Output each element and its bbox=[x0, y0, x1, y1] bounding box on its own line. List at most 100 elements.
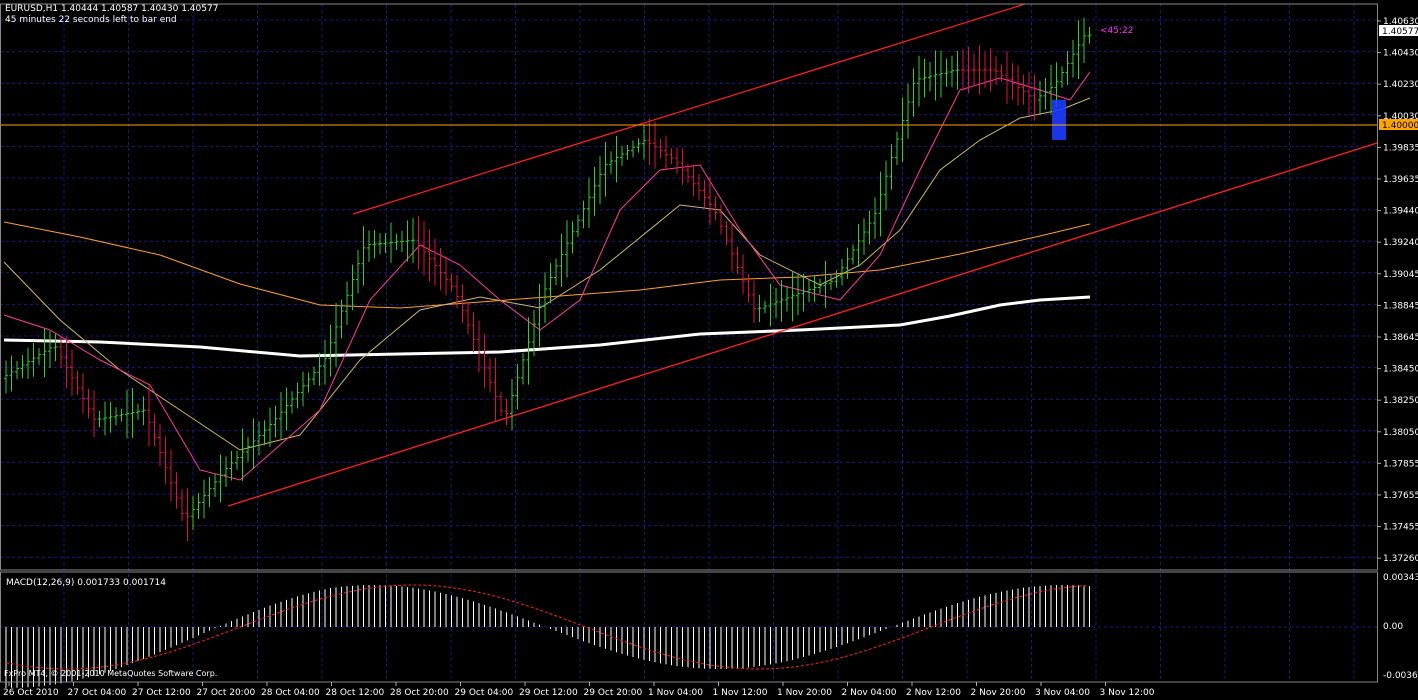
price-bar bbox=[933, 50, 938, 101]
price-bar bbox=[119, 408, 124, 422]
price-bar bbox=[818, 278, 822, 295]
price-bar bbox=[59, 336, 63, 368]
price-bar bbox=[1043, 77, 1048, 110]
price-tick: 1.39240 bbox=[1383, 238, 1418, 248]
price-bar bbox=[983, 52, 987, 88]
price-bar bbox=[389, 222, 393, 263]
price-bar bbox=[152, 413, 157, 447]
price-bar bbox=[323, 339, 327, 385]
price-bar bbox=[609, 151, 613, 174]
price-bar bbox=[917, 55, 921, 107]
price-tick: 1.38645 bbox=[1383, 333, 1418, 343]
ma-fast bbox=[3, 71, 1091, 481]
price-bar bbox=[675, 147, 679, 174]
price-bar bbox=[141, 396, 146, 426]
chart-frames bbox=[0, 3, 1378, 683]
price-bar bbox=[136, 403, 140, 420]
price-bar bbox=[37, 348, 41, 365]
price-bar bbox=[741, 254, 745, 295]
price-bar bbox=[708, 176, 712, 226]
price-bar bbox=[306, 372, 311, 393]
price-bar bbox=[801, 273, 806, 312]
price-bar bbox=[884, 160, 888, 211]
price-bar bbox=[279, 392, 283, 439]
price-bar bbox=[543, 272, 547, 323]
time-tick: 2 Nov 12:00 bbox=[906, 688, 961, 698]
price-bar bbox=[147, 386, 151, 447]
price-bar bbox=[911, 68, 916, 117]
price-bar bbox=[763, 300, 767, 314]
price-tick: 1.39440 bbox=[1383, 207, 1418, 217]
time-tick: 28 Oct 12:00 bbox=[326, 688, 385, 698]
price-bar bbox=[471, 312, 476, 353]
highlight-box bbox=[1052, 100, 1066, 140]
price-bar bbox=[202, 479, 206, 519]
price-bar bbox=[719, 204, 723, 235]
price-bar bbox=[873, 197, 877, 239]
price-bar bbox=[944, 58, 949, 87]
price-bar bbox=[851, 244, 855, 265]
price-bar bbox=[515, 363, 520, 410]
price-bar bbox=[548, 263, 553, 304]
price-bar bbox=[713, 196, 718, 221]
price-tick: 1.39635 bbox=[1383, 175, 1418, 185]
price-bar bbox=[1049, 64, 1053, 115]
price-bar bbox=[422, 221, 426, 276]
price-bar bbox=[411, 217, 415, 263]
price-tick: 1.40630 bbox=[1383, 17, 1418, 27]
price-tick: 1.37455 bbox=[1383, 523, 1418, 533]
price-bar bbox=[273, 405, 278, 438]
price-bar bbox=[196, 492, 201, 520]
price-bar bbox=[4, 360, 8, 394]
price-bar bbox=[691, 164, 696, 196]
price-bar bbox=[735, 247, 740, 275]
price-bars bbox=[4, 17, 1092, 541]
price-bar bbox=[356, 249, 360, 294]
price-tick: 1.39045 bbox=[1383, 270, 1418, 280]
price-bar bbox=[455, 274, 459, 308]
time-tick: 27 Oct 20:00 bbox=[197, 688, 256, 698]
price-tick: 1.39835 bbox=[1383, 143, 1418, 153]
price-bar bbox=[460, 284, 465, 323]
price-bar bbox=[702, 179, 707, 209]
price-bar bbox=[840, 259, 844, 286]
price-bar bbox=[1065, 50, 1070, 85]
price-bar bbox=[829, 274, 833, 291]
time-axis: 26 Oct 2010 27 Oct 04:00 27 Oct 12:00 27 Oc… bbox=[3, 682, 1155, 698]
price-bar bbox=[108, 402, 113, 433]
price-bar bbox=[86, 388, 91, 419]
price-bar bbox=[647, 118, 652, 165]
price-bar bbox=[895, 131, 899, 166]
price-bar bbox=[350, 264, 355, 311]
time-tick: 2 Nov 20:00 bbox=[971, 688, 1026, 698]
price-bar bbox=[42, 328, 47, 378]
price-tick: 1.38450 bbox=[1383, 365, 1418, 375]
time-tick: 26 Oct 2010 bbox=[3, 688, 59, 698]
price-bar bbox=[889, 144, 894, 190]
trend-channel[interactable] bbox=[227, 3, 1378, 507]
price-bar bbox=[64, 336, 69, 389]
bar-timer: 45 minutes 22 seconds left to bar end bbox=[5, 15, 177, 25]
price-bar bbox=[796, 274, 800, 316]
price-bar bbox=[1087, 26, 1092, 44]
price-bar bbox=[290, 391, 294, 414]
price-bar bbox=[488, 357, 492, 393]
price-bar bbox=[653, 121, 657, 169]
price-bar bbox=[9, 355, 14, 392]
price-bar bbox=[438, 247, 443, 291]
price-bar bbox=[812, 275, 817, 302]
price-bar bbox=[625, 144, 630, 160]
channel-lower bbox=[227, 142, 1378, 507]
price-bar bbox=[499, 391, 503, 417]
price-bar bbox=[1016, 65, 1020, 106]
price-bar bbox=[746, 274, 751, 303]
price-bar bbox=[213, 473, 217, 497]
price-bar bbox=[163, 436, 168, 484]
price-bar bbox=[240, 428, 245, 482]
price-bar bbox=[180, 489, 184, 522]
copyright-text: FxPro MT4, © 2001-2010 MetaQuotes Softwa… bbox=[4, 669, 217, 678]
time-tick: 28 Oct 20:00 bbox=[390, 688, 449, 698]
price-bar bbox=[257, 421, 261, 456]
price-bar bbox=[532, 309, 536, 357]
